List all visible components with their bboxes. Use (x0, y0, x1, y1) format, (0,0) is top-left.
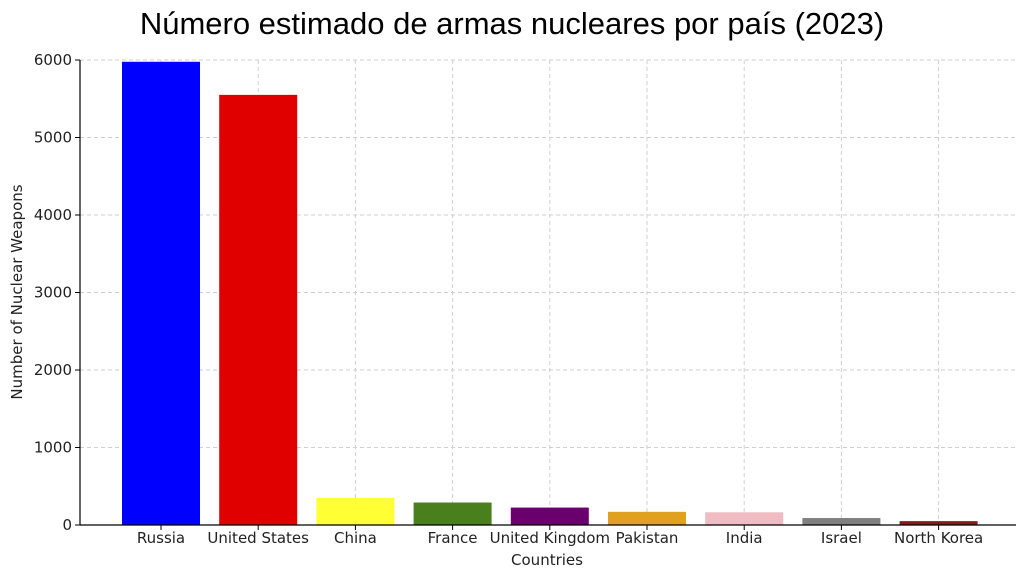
y-tick-label: 3000 (34, 284, 72, 302)
x-tick-label: Pakistan (616, 529, 679, 547)
y-tick-label: 2000 (34, 361, 72, 379)
bar-united-kingdom (510, 507, 589, 525)
y-axis-label: Number of Nuclear Weapons (8, 184, 26, 399)
chart-title: Número estimado de armas nucleares por p… (139, 6, 885, 41)
x-tick-label: United States (207, 529, 309, 547)
x-tick-label: France (428, 529, 478, 547)
x-tick-label: China (334, 529, 377, 547)
y-tick-label: 0 (62, 516, 72, 534)
bar-china (316, 497, 395, 525)
x-axis-label: Countries (511, 551, 583, 569)
bar-pakistan (608, 511, 686, 525)
x-tick-label: India (726, 529, 763, 547)
y-tick-label: 1000 (34, 439, 72, 457)
bar-france (413, 502, 492, 525)
bar-layer (122, 61, 978, 525)
x-tick-label: Israel (821, 529, 862, 547)
x-tick-label: United Kingdom (490, 529, 610, 547)
y-tick-layer: 0 1000 2000 3000 4000 5000 6000 (34, 51, 80, 534)
y-tick-label: 6000 (34, 51, 72, 69)
bar-north-korea (899, 521, 978, 525)
bar-israel (802, 518, 881, 525)
y-tick-label: 4000 (34, 206, 72, 224)
bar-united-states (219, 94, 298, 525)
x-tick-label: Russia (137, 529, 185, 547)
x-tick-label: North Korea (894, 529, 983, 547)
bar-india (705, 512, 784, 525)
bar-russia (122, 61, 200, 525)
y-tick-label: 5000 (34, 129, 72, 147)
x-tick-layer: Russia United States China France United Kin… (137, 525, 983, 547)
